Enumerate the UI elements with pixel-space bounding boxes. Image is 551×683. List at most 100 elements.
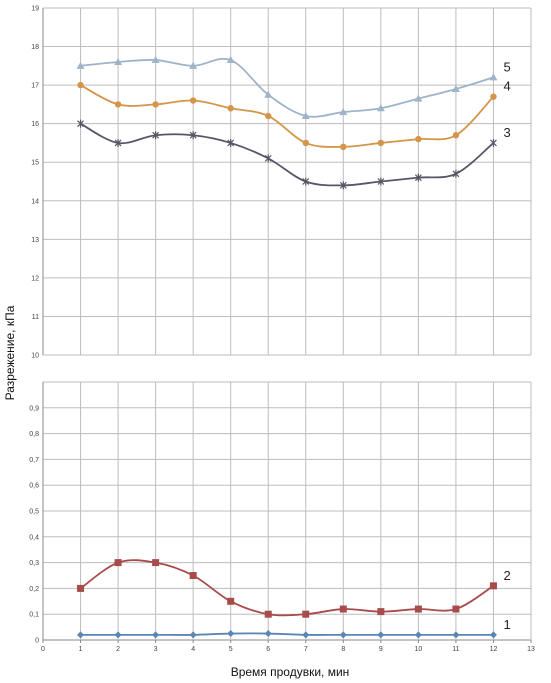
series-5-point: [189, 61, 198, 69]
series-3-point: [189, 131, 197, 140]
series-4-point: [452, 132, 460, 139]
top-y-tick-label: 16: [31, 121, 39, 128]
bottom-y-tick-label: 0,4: [29, 534, 39, 541]
top-y-tick-label: 15: [31, 160, 39, 167]
series-2-point: [489, 582, 497, 590]
top-y-tick-label: 11: [32, 314, 39, 321]
series-5-point: [76, 61, 85, 69]
x-tick-label: 1: [79, 646, 83, 653]
series-2-point: [414, 605, 422, 613]
bottom-plot-area: 0 0,1 0,2 0,3 0,4 0,5 0,6 0,7 0,8 0,9 2 1: [29, 381, 532, 645]
series-5-point: [226, 56, 235, 64]
series-3-point: [452, 169, 460, 178]
top-y-tick-label: 14: [31, 198, 39, 205]
bottom-y-tick-label: 0,1: [29, 612, 39, 619]
series-1-point: [114, 631, 122, 639]
series-2-point: [227, 597, 235, 605]
series-4-point: [302, 139, 309, 147]
series-2-point: [452, 605, 460, 613]
series-5-point: [114, 57, 123, 65]
series-5-point: [414, 94, 423, 102]
top-y-tick-label: 13: [31, 237, 39, 244]
series-3-point: [377, 177, 385, 186]
bottom-y-tick-label: 0,5: [29, 509, 39, 516]
series-1-point: [377, 631, 385, 639]
x-tick-label: 0: [41, 646, 45, 653]
series-2-point: [152, 559, 160, 567]
series-5-point: [451, 84, 460, 92]
series-1-point: [227, 630, 235, 638]
series-5-point: [301, 111, 310, 119]
series-3-line: [80, 122, 495, 187]
series-4-point: [415, 135, 422, 143]
x-tick-label: 12: [490, 646, 498, 653]
x-axis-title: Время продувки, мин: [231, 665, 350, 679]
series-5-line: [80, 58, 494, 118]
x-tick-label: 13: [527, 646, 535, 653]
top-y-tick-label: 18: [31, 44, 39, 51]
top-y-tick-label: 10: [31, 353, 39, 360]
series-2-point: [339, 605, 347, 613]
series-5-point: [489, 73, 498, 81]
bottom-y-tick-label: 0,7: [29, 457, 39, 464]
series-3-point: [302, 177, 310, 186]
series-5-point: [376, 104, 385, 112]
bottom-y-tick-label: 0,6: [29, 483, 39, 490]
series-2-label: 2: [503, 568, 510, 583]
series-1-point: [152, 631, 160, 639]
series-4-point: [377, 139, 385, 147]
series-1-point: [452, 631, 460, 639]
series-1-point: [77, 631, 85, 639]
top-plot-area: 10 11 12 13 14 15 16 17 18 19 5 4 3: [31, 6, 532, 360]
series-4-point: [77, 81, 84, 89]
x-tick-label: 8: [341, 646, 345, 653]
series-1-label: 1: [503, 617, 510, 632]
series-4-point: [340, 143, 347, 150]
series-3-point: [227, 138, 235, 147]
series-5-point: [339, 108, 348, 116]
x-tick-label: 4: [191, 646, 195, 653]
series-1-point: [302, 631, 310, 639]
series-2-point: [302, 610, 310, 618]
bottom-y-tick-label: 0,2: [29, 586, 39, 593]
x-tick-label: 9: [379, 646, 383, 653]
bottom-y-tick-label: 0,9: [29, 405, 39, 412]
series-1-point: [339, 631, 347, 639]
x-tick-label: 3: [154, 646, 158, 653]
series-4-point: [227, 105, 234, 112]
series-1-point: [189, 631, 197, 639]
series-3-point: [114, 138, 122, 147]
series-3-point: [264, 154, 272, 163]
x-tick-label: 10: [414, 646, 422, 653]
series-3-label: 3: [503, 125, 510, 140]
x-axis: 0 1 2 3 4 5 6 7 8 9 10 11 12 13: [41, 640, 535, 653]
y-axis-title: Разрежение, кПа: [3, 305, 17, 400]
series-5-point: [264, 90, 273, 98]
series-2-point: [264, 610, 272, 618]
series-5-label: 5: [503, 59, 510, 74]
series-4-point: [189, 97, 197, 104]
x-tick-label: 5: [229, 646, 233, 653]
bottom-y-tick-label: 0,8: [29, 431, 39, 438]
series-2-point: [377, 608, 385, 616]
series-3-point: [490, 138, 497, 147]
series-4-point: [152, 101, 159, 108]
top-y-tick-label: 17: [31, 83, 39, 90]
series-4-point: [265, 112, 272, 120]
series-3-point: [339, 181, 347, 190]
top-y-tick-label: 19: [31, 6, 39, 13]
series-1-point: [414, 631, 422, 639]
x-tick-label: 2: [116, 646, 120, 653]
x-tick-label: 6: [266, 646, 270, 653]
x-tick-label: 7: [304, 646, 308, 653]
series-3-point: [152, 131, 160, 140]
series-5-point: [151, 56, 160, 64]
bottom-y-tick-label: 0,3: [29, 560, 39, 567]
series-1-point: [264, 630, 272, 638]
series-3-point: [77, 119, 84, 128]
series-2-point: [189, 572, 197, 579]
series-1-point: [489, 631, 497, 639]
series-2-point: [77, 584, 85, 592]
x-tick-label: 11: [452, 646, 459, 653]
